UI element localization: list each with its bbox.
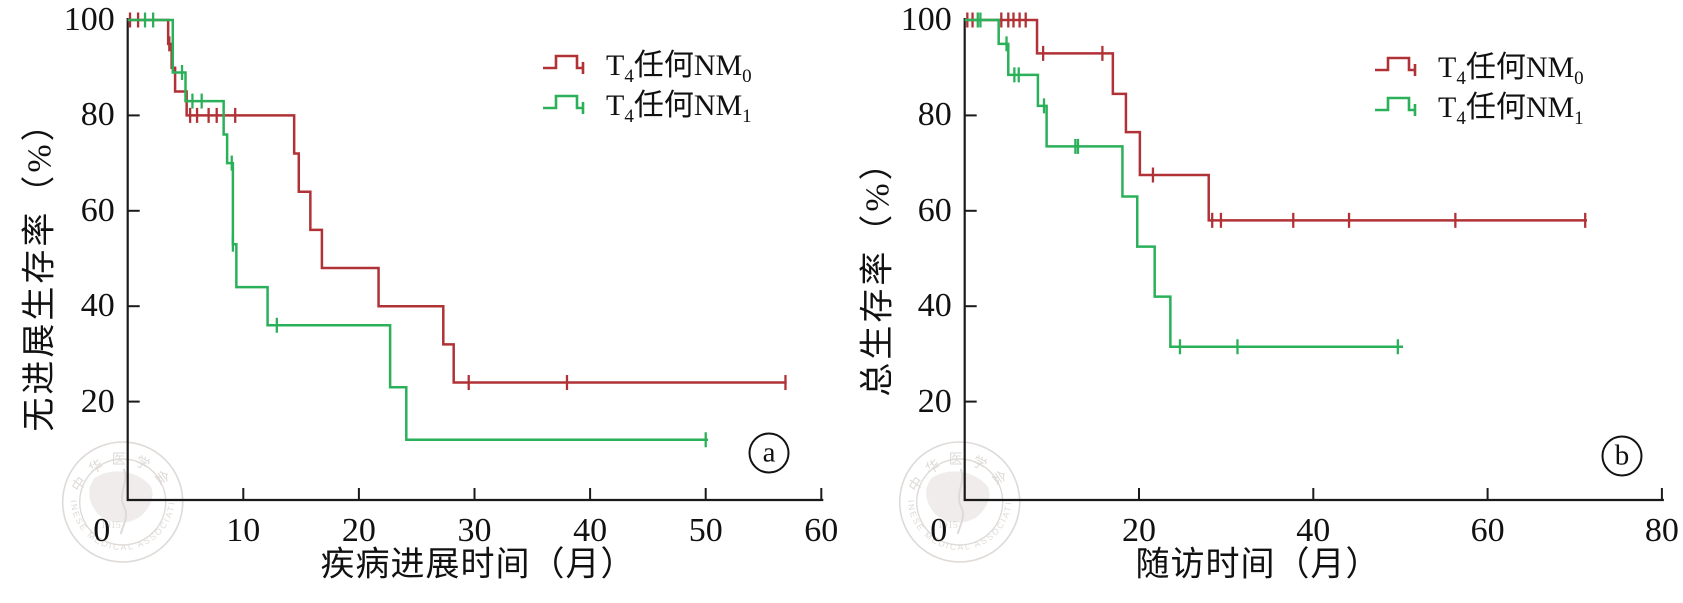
legend-step-swatch-icon <box>543 54 585 74</box>
legend-label-m0: T4任何NM0 <box>606 49 752 87</box>
x-tick-label: 20 <box>341 512 376 549</box>
panel-a-y-axis-title: 无进展生存率（%） <box>21 104 59 432</box>
y-tick-label: 60 <box>917 191 952 229</box>
legend-step-swatch-icon <box>1375 96 1417 116</box>
x-tick-label: 40 <box>573 512 608 549</box>
x-tick-label: 60 <box>1470 512 1505 549</box>
censor-marks-b-1 <box>976 12 1399 355</box>
cma-watermark-seal: 中华医学会CHINESE MEDICAL ASSOCIATION1915 <box>898 441 1021 563</box>
y-tick-label: 40 <box>80 287 115 325</box>
panel-b-label: b <box>1601 435 1643 477</box>
km-curve-b-0 <box>964 18 1587 222</box>
y-tick-label: 20 <box>80 382 115 420</box>
legend-item-m1: T4任何NM1 <box>1374 88 1584 128</box>
y-tick-label: 100 <box>900 1 952 38</box>
x-tick-label: 80 <box>1644 512 1679 549</box>
censor-marks-b-0 <box>966 12 1587 228</box>
y-tick-label: 40 <box>917 287 952 325</box>
tick-marks <box>964 19 1663 500</box>
legend-item-m1: T4任何NM1 <box>542 86 752 126</box>
cma-watermark-seal: 中华医学会CHINESE MEDICAL ASSOCIATION1915 <box>61 441 184 563</box>
legend-label-m0: T4任何NM0 <box>1438 51 1584 89</box>
x-tick-label: 50 <box>688 512 723 549</box>
panel-b-legend: T4任何NM0 T4任何NM1 <box>1374 48 1584 128</box>
x-tick-label: 0 <box>930 512 948 549</box>
legend-step-swatch-icon <box>1375 56 1417 76</box>
legend-label-m1: T4任何NM1 <box>606 89 752 127</box>
censor-marks-a-1 <box>143 12 707 448</box>
x-tick-label: 0 <box>93 512 111 549</box>
x-tick-label: 10 <box>226 512 261 549</box>
km-curve-a-1 <box>127 18 709 442</box>
x-tick-label: 20 <box>1122 512 1156 549</box>
y-tick-label: 100 <box>63 1 115 38</box>
y-tick-label: 20 <box>917 382 952 420</box>
x-tick-label: 30 <box>457 512 492 549</box>
legend-item-m0: T4任何NM0 <box>1374 48 1584 88</box>
x-tick-label: 40 <box>1296 512 1331 549</box>
legend-label-m1: T4任何NM1 <box>1438 91 1584 129</box>
panel-a-x-axis-title: 疾病进展时间（月） <box>320 546 636 584</box>
panel-b-x-axis-title: 随访时间（月） <box>1135 546 1381 584</box>
legend-step-swatch-icon <box>543 94 585 114</box>
svg-text:1915: 1915 <box>938 520 958 531</box>
km-curve-b-1 <box>964 18 1404 348</box>
y-tick-label: 80 <box>917 96 952 134</box>
svg-text:1915: 1915 <box>101 520 121 531</box>
x-tick-label: 60 <box>804 512 839 549</box>
panel-a-label: a <box>748 432 790 474</box>
y-tick-label: 60 <box>80 191 115 229</box>
legend-item-m0: T4任何NM0 <box>542 46 752 86</box>
axes <box>963 18 1664 502</box>
panel-b-y-axis-title: 总生存率（%） <box>859 143 897 397</box>
panel-a-legend: T4任何NM0 T4任何NM1 <box>542 46 752 126</box>
axes <box>126 18 824 502</box>
y-tick-label: 80 <box>80 96 115 134</box>
